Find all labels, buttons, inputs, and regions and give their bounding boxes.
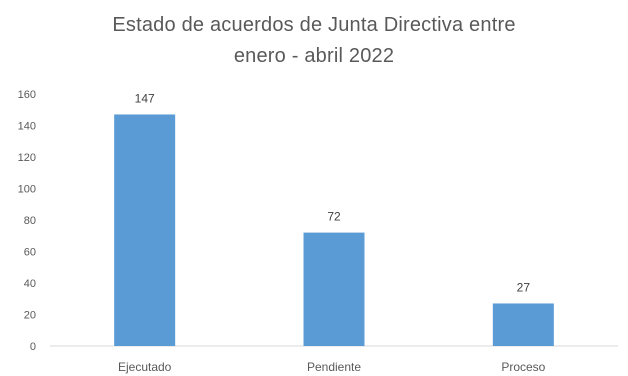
data-label-ejecutado: 147 (135, 91, 155, 105)
chart-title-line-1: Estado de acuerdos de Junta Directiva en… (112, 14, 516, 36)
data-label-pendiente: 72 (327, 210, 341, 224)
x-tick-label-pendiente: Pendiente (307, 360, 361, 374)
bar-ejecutado (114, 114, 176, 346)
data-label-proceso: 27 (517, 280, 531, 294)
y-tick-label-60: 60 (24, 247, 36, 259)
chart-title-line-2: enero - abril 2022 (233, 45, 395, 67)
y-tick-label-80: 80 (24, 215, 36, 227)
y-tick-label-40: 40 (24, 278, 36, 290)
y-tick-label-0: 0 (30, 341, 36, 353)
bar-pendiente (303, 232, 365, 346)
y-tick-label-100: 100 (18, 184, 36, 196)
bar-proceso (492, 303, 554, 346)
chart-title: Estado de acuerdos de Junta Directiva en… (0, 10, 628, 72)
y-tick-label-160: 160 (18, 89, 36, 101)
y-tick-label-120: 120 (18, 152, 36, 164)
y-tick-label-20: 20 (24, 310, 36, 322)
y-tick-label-140: 140 (18, 121, 36, 133)
x-tick-label-ejecutado: Ejecutado (118, 360, 172, 374)
x-tick-label-proceso: Proceso (501, 360, 545, 374)
